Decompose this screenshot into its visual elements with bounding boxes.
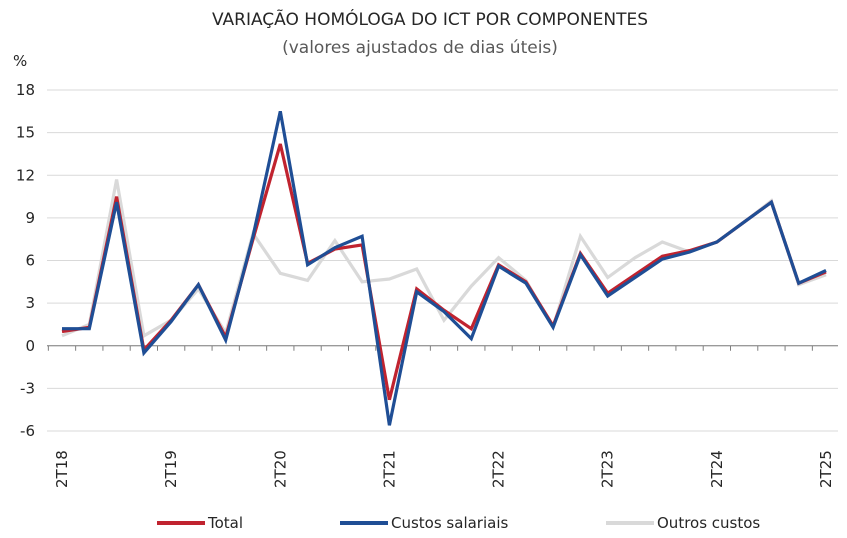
x-tick-label: 2T23 — [599, 450, 617, 488]
x-tick-label: 2T21 — [380, 450, 398, 488]
chart-subtitle: (valores ajustados de dias úteis) — [282, 38, 558, 58]
x-tick-label: 2T24 — [708, 450, 726, 488]
series-line-total — [61, 143, 827, 401]
x-tick-label: 2T20 — [271, 450, 289, 488]
y-tick-label: 15 — [16, 124, 35, 142]
y-tick-label: 18 — [16, 81, 35, 99]
y-tick-label: 12 — [16, 166, 35, 184]
x-tick-label: 2T25 — [817, 450, 835, 488]
legend: Total Custos salariais Outros custos — [157, 514, 760, 532]
x-axis — [47, 345, 838, 351]
y-tick-label: 6 — [25, 252, 35, 270]
gridlines — [47, 89, 838, 432]
x-tick-label: 2T18 — [53, 450, 71, 488]
series-lines — [61, 110, 827, 426]
legend-label: Custos salariais — [391, 514, 508, 532]
y-tick-label: -3 — [20, 379, 35, 397]
legend-label: Outros custos — [657, 514, 760, 532]
y-axis-ticks: 18 15 12 9 6 3 0 -3 -6 — [16, 81, 35, 440]
legend-label: Total — [207, 514, 243, 532]
x-tick-label: 2T22 — [490, 450, 508, 488]
x-axis-ticks: 2T18 2T19 2T20 2T21 2T22 2T23 2T24 2T25 — [53, 450, 835, 488]
series-line-custos-salariais — [62, 110, 827, 426]
y-tick-label: 3 — [25, 294, 35, 312]
y-tick-label: -6 — [20, 422, 35, 440]
y-tick-label: 0 — [25, 337, 35, 355]
chart-title: VARIAÇÃO HOMÓLOGA DO ICT POR COMPONENTES — [212, 8, 648, 30]
x-tick-label: 2T19 — [162, 450, 180, 488]
y-tick-label: 9 — [25, 209, 35, 227]
y-axis-label: % — [13, 52, 27, 70]
